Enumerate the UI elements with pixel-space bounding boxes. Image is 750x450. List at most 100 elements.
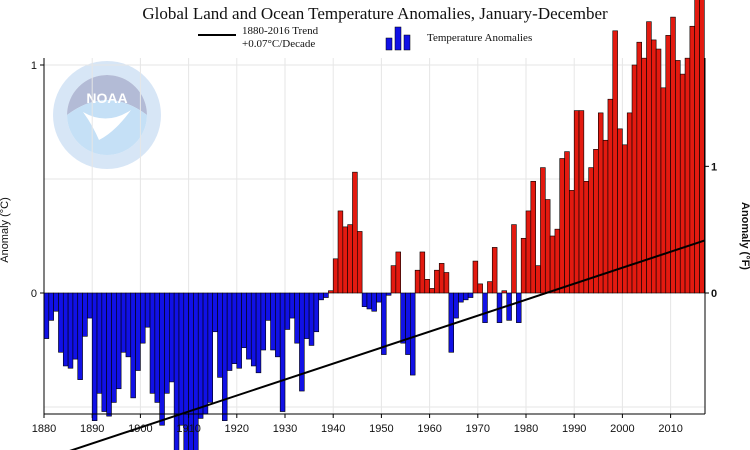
legend-trend-label: 1880-2016 Trend — [242, 25, 319, 37]
bar-1885 — [67, 292, 74, 369]
bar-1981 — [530, 180, 536, 294]
bar-1959 — [424, 279, 430, 294]
bar-1960 — [429, 288, 435, 294]
bar-1985 — [549, 235, 556, 294]
bar-1898 — [130, 292, 136, 399]
bar-1921 — [241, 292, 247, 349]
x-tick-label: 1990 — [562, 423, 586, 435]
bar-1923 — [250, 292, 257, 367]
bar-1982 — [535, 265, 541, 294]
bar-1926 — [265, 292, 271, 321]
bar-1955 — [405, 292, 411, 355]
bar-1903 — [154, 292, 160, 403]
bar-1975 — [501, 290, 508, 294]
bar-1990 — [573, 110, 580, 294]
bar-1972 — [487, 281, 493, 294]
bar-1918 — [226, 292, 233, 371]
bar-1978 — [516, 292, 522, 323]
bar-1912 — [197, 292, 204, 419]
bar-1893 — [106, 292, 112, 417]
bar-2008 — [660, 87, 667, 294]
bar-1882 — [53, 292, 59, 312]
x-tick-label: 1910 — [176, 423, 200, 435]
anomaly-bars — [43, 0, 705, 450]
bar-1901 — [144, 292, 151, 328]
bar-1933 — [299, 292, 305, 392]
bar-1890 — [91, 292, 98, 421]
bar-1884 — [62, 292, 69, 367]
x-tick-label: 1980 — [514, 423, 538, 435]
bar-1968 — [467, 292, 474, 298]
logo-text: NOAA — [86, 90, 127, 106]
bar-1914 — [207, 292, 214, 403]
bar-1908 — [178, 292, 185, 426]
bar-1900 — [140, 292, 146, 344]
bar-1991 — [578, 110, 585, 294]
x-tick-label: 1930 — [273, 423, 297, 435]
bar-1986 — [554, 228, 561, 294]
bar-1942 — [342, 226, 348, 294]
y-ticks-celsius: 01 — [31, 60, 44, 300]
chart-title: Global Land and Ocean Temperature Anomal… — [142, 4, 608, 23]
bar-1971 — [482, 292, 488, 323]
x-tick-label: 2010 — [658, 423, 682, 435]
bar-1892 — [101, 292, 107, 412]
bar-2011 — [675, 60, 681, 294]
axes — [43, 58, 706, 415]
y-tick-label-fahrenheit: 1 — [711, 161, 717, 173]
bar-1935 — [308, 292, 315, 346]
bar-1937 — [318, 292, 324, 301]
bar-1932 — [294, 292, 300, 344]
legend-trend-rate: +0.07°C/Decade — [242, 38, 315, 50]
bar-1961 — [434, 269, 440, 294]
x-tick-label: 1940 — [321, 423, 345, 435]
x-ticks: 1880 1890 1900 1910 1920 1930 1940 1950 1960 1970… — [32, 414, 683, 435]
bar-1928 — [275, 292, 281, 358]
bar-1956 — [410, 292, 416, 376]
x-tick-label: 1890 — [80, 423, 104, 435]
bar-1963 — [443, 272, 450, 294]
bar-1962 — [438, 263, 445, 294]
y-tick-label-fahrenheit: 0 — [711, 288, 717, 300]
bar-1925 — [260, 292, 267, 351]
bar-1993 — [588, 167, 594, 294]
bar-1980 — [525, 210, 532, 294]
bar-2002 — [631, 64, 638, 294]
x-tick-label: 1950 — [369, 423, 393, 435]
bar-1883 — [58, 292, 64, 353]
bar-1970 — [477, 283, 483, 294]
bar-1913 — [202, 292, 209, 415]
bar-2014 — [689, 25, 696, 294]
bar-1946 — [361, 292, 368, 307]
bar-1952 — [390, 265, 397, 294]
noaa-logo: NOAA — [53, 61, 161, 169]
bar-1984 — [544, 199, 551, 294]
x-tick-label: 1970 — [466, 423, 490, 435]
bar-1888 — [82, 292, 88, 337]
logo-bird — [83, 110, 131, 140]
bar-1966 — [458, 292, 464, 303]
legend-bars-swatch — [385, 26, 411, 51]
bar-1987 — [559, 158, 565, 294]
bar-2015 — [694, 0, 700, 294]
bar-1902 — [149, 292, 156, 394]
bar-1917 — [222, 292, 228, 421]
bar-1958 — [419, 251, 426, 294]
bar-2013 — [684, 57, 691, 294]
bar-1889 — [87, 292, 93, 319]
bar-1939 — [328, 290, 334, 294]
bar-1899 — [135, 292, 141, 371]
x-tick-label: 2000 — [610, 423, 634, 435]
bar-1941 — [337, 210, 344, 294]
bar-2005 — [646, 21, 652, 294]
bar-1944 — [352, 171, 358, 294]
bar-2012 — [679, 73, 686, 294]
bar-1929 — [279, 292, 286, 412]
bar-1973 — [491, 247, 498, 294]
bar-2003 — [636, 41, 642, 294]
bar-1920 — [236, 292, 242, 369]
bar-1969 — [472, 260, 479, 294]
bar-1977 — [511, 224, 517, 294]
bar-1924 — [255, 292, 262, 374]
